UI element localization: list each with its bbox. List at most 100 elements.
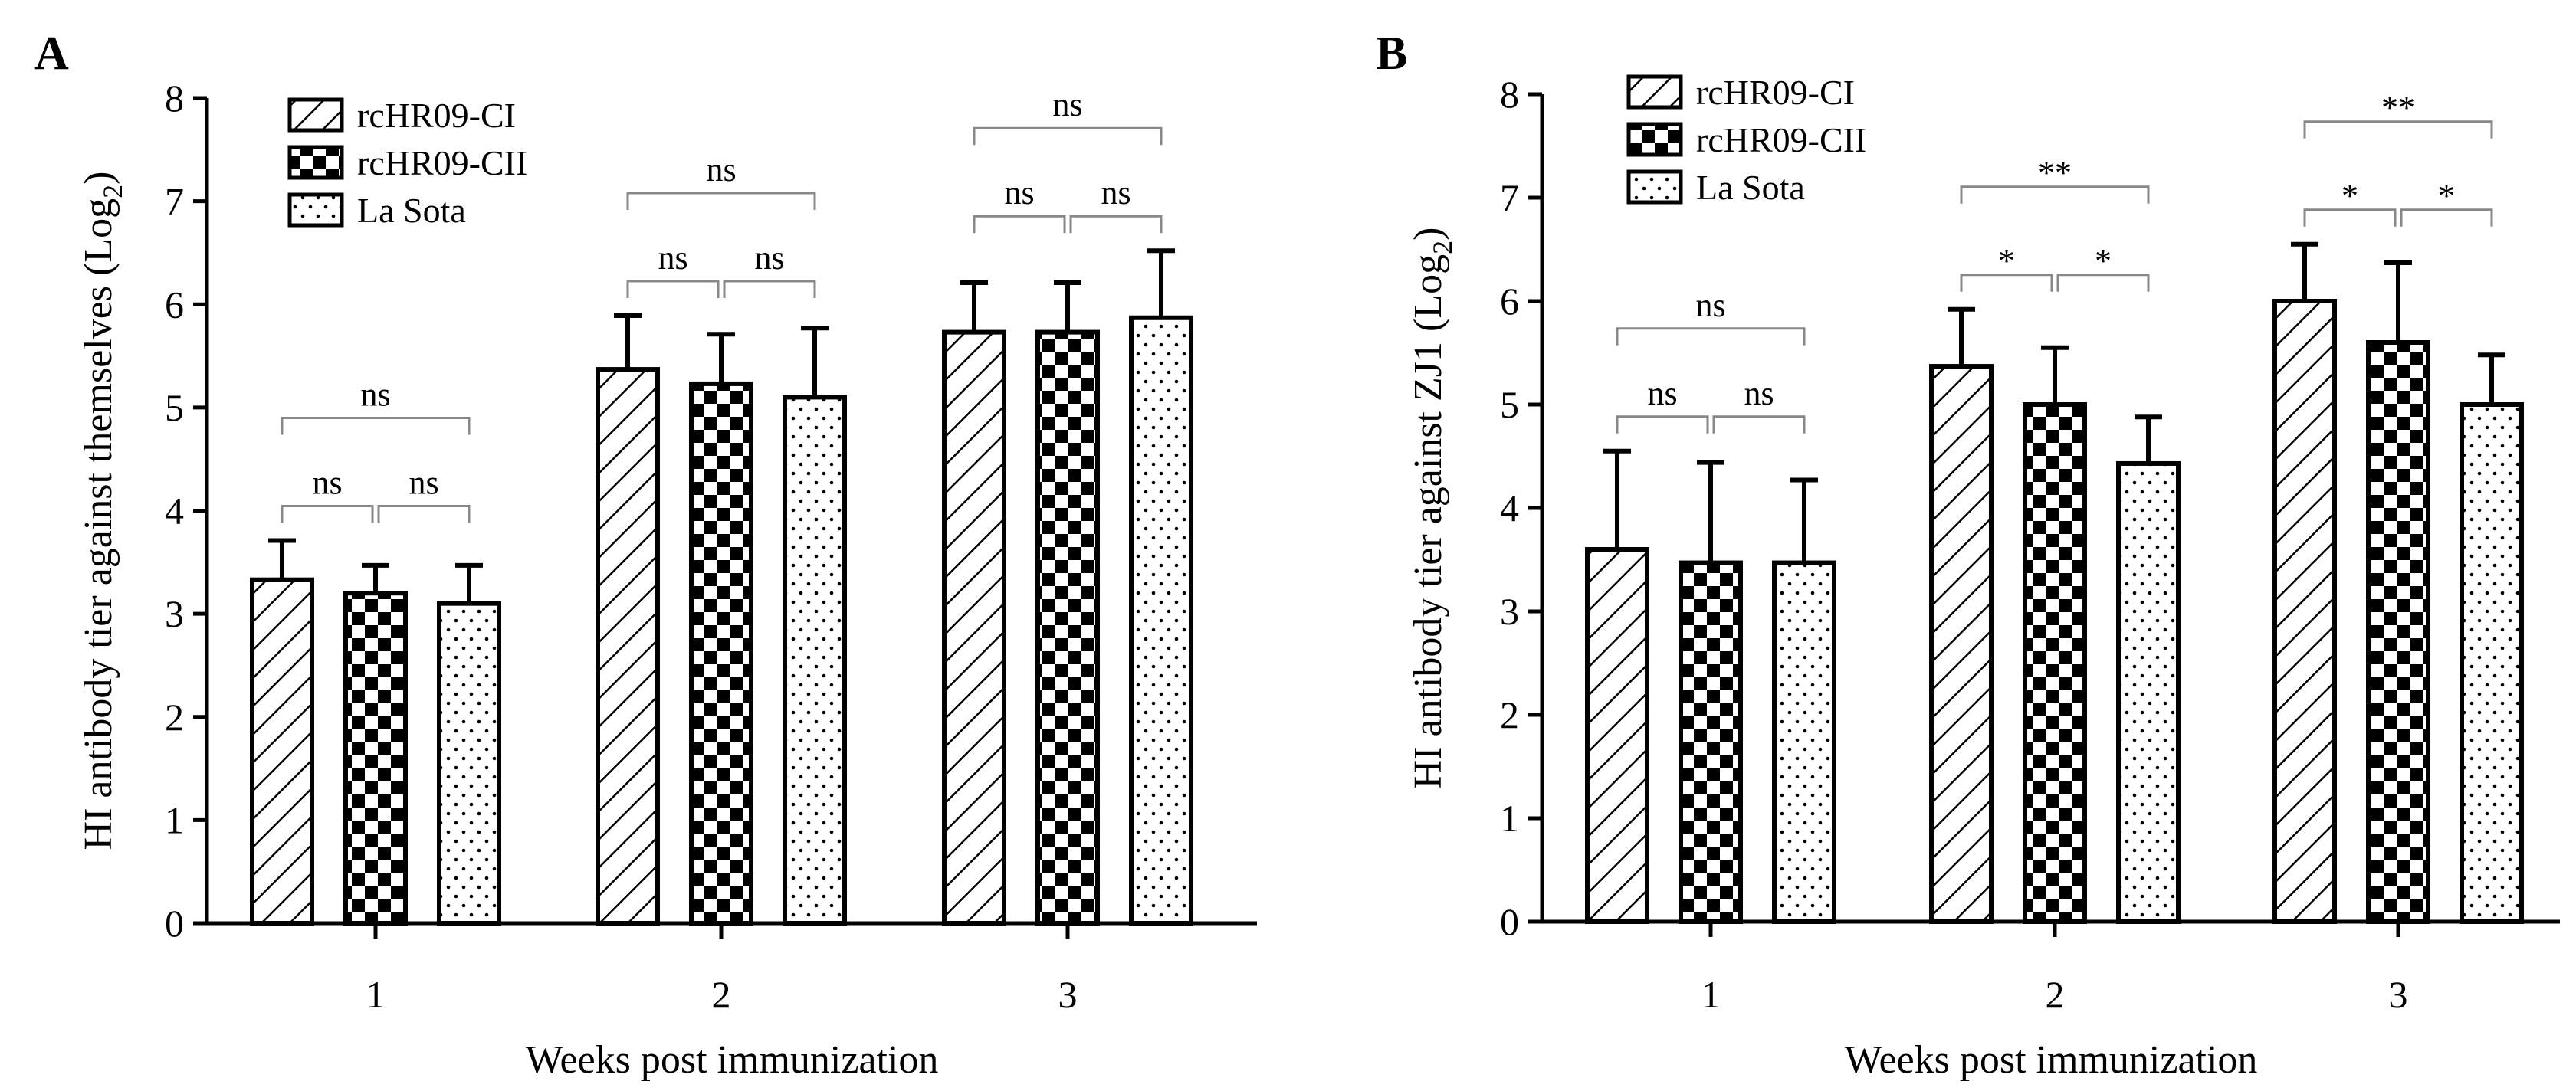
x-tick-label: 1 [1701, 973, 1721, 1016]
y-tick-label: 1 [165, 798, 184, 841]
y-axis-title-subscript: 2 [97, 185, 128, 198]
y-axis-title-subscript: 2 [1427, 241, 1458, 254]
y-axis-title: HI antibody tier against ZJ1 (Log2) [1406, 228, 1458, 789]
significance-label: ** [2381, 89, 2415, 126]
significance-bracket [626, 280, 720, 299]
y-tick-label: 6 [1500, 280, 1519, 323]
y-axis-title-main: HI antibody tier against ZJ1 (Log [1406, 254, 1450, 789]
bar-checker-week-3 [2366, 340, 2430, 924]
legend-label: rcHR09-CI [1696, 73, 1855, 112]
bar-hatch-week-2 [596, 367, 660, 926]
significance-label: ns [1647, 375, 1677, 412]
significance-bracket [626, 192, 816, 211]
significance-label: ns [658, 239, 687, 277]
y-axis-title-main: HI antibody tier against themselves (Log [77, 198, 120, 850]
bar-checker-week-2 [2023, 402, 2087, 924]
significance-label: * [2438, 177, 2455, 215]
legend-label: rcHR09-CI [357, 96, 516, 135]
legend-label: rcHR09-CII [357, 143, 527, 182]
significance-label: ** [2038, 154, 2072, 192]
y-tick-label: 0 [1500, 900, 1519, 943]
significance-label: ns [1101, 174, 1130, 211]
significance-label: ns [1744, 375, 1774, 412]
significance-bracket [1616, 415, 1709, 434]
bar-dots-week-3 [1129, 315, 1193, 926]
significance-bracket [281, 505, 374, 523]
significance-bracket [2303, 208, 2397, 227]
y-tick-label: 8 [1500, 73, 1519, 116]
bar-dots-week-3 [2460, 402, 2524, 924]
legend-label: La Sota [1696, 168, 1805, 207]
chart-panel-a: A 0 1 2 3 4 5 6 7 8 1 2 3 Weeks post immunization HI a… [34, 28, 1257, 1082]
bar-hatch-week-3 [942, 329, 1006, 926]
significance-bracket [1616, 327, 1806, 346]
bar-hatch-week-3 [2272, 299, 2337, 924]
significance-label: * [1998, 242, 2015, 280]
y-tick-label: 5 [165, 386, 184, 429]
bar-hatch-week-1 [1585, 547, 1649, 924]
y-tick-label: 6 [165, 283, 184, 326]
significance-label: ns [1004, 174, 1034, 211]
bar-hatch-week-1 [250, 577, 314, 926]
significance-label: ns [409, 464, 438, 502]
significance-bracket [2400, 208, 2493, 227]
bar-checker-week-3 [1035, 329, 1100, 926]
bar-checker-week-2 [689, 381, 753, 926]
y-tick-label: 1 [1500, 797, 1519, 840]
significance-label: ns [312, 464, 342, 502]
x-axis-title: Weeks post immunization [1845, 1038, 2258, 1082]
y-tick-label: 5 [1500, 383, 1519, 426]
legend-swatch-checker [1626, 122, 1683, 157]
legend-swatch-dots [1626, 169, 1683, 205]
x-tick-label: 1 [366, 973, 386, 1016]
y-tick-label: 0 [165, 902, 184, 945]
x-tick-label: 2 [712, 973, 731, 1016]
significance-bracket [973, 215, 1066, 234]
legend-label: La Sota [357, 191, 466, 230]
x-axis-title: Weeks post immunization [526, 1038, 939, 1082]
significance-label: ns [706, 151, 736, 188]
significance-bracket [1960, 185, 2150, 204]
x-tick-label: 2 [2046, 973, 2065, 1016]
y-tick-label: 2 [1500, 693, 1519, 736]
chart-panel-b: B 0 1 2 3 4 5 6 7 8 1 2 3 Weeks post immunization HI a… [1376, 28, 2560, 1082]
y-tick-label: 7 [1500, 176, 1519, 219]
significance-bracket [2303, 120, 2493, 139]
y-tick-label: 4 [1500, 487, 1519, 529]
x-tick-label: 3 [2389, 973, 2408, 1016]
legend-label: rcHR09-CII [1696, 120, 1866, 159]
y-axis-title-end: ) [1406, 228, 1450, 241]
significance-label: ns [1695, 287, 1725, 324]
significance-label: ns [754, 239, 784, 277]
significance-label: ns [360, 376, 390, 414]
significance-bracket [1712, 415, 1806, 434]
significance-bracket [723, 280, 816, 299]
panel-letter-a: A [34, 28, 69, 80]
legend-swatch-hatch [287, 97, 344, 133]
bar-checker-week-1 [1679, 560, 1743, 924]
bar-dots-week-1 [437, 601, 501, 926]
bar-dots-week-1 [1772, 560, 1836, 924]
significance-bracket [2056, 274, 2150, 292]
y-tick-label: 4 [165, 490, 184, 532]
legend-swatch-dots [287, 192, 344, 228]
significance-label: * [2341, 177, 2358, 215]
significance-label: ns [1052, 86, 1082, 123]
significance-bracket [1960, 274, 2053, 292]
y-tick-label: 7 [165, 180, 184, 223]
y-tick-label: 3 [1500, 590, 1519, 633]
y-axis-title: HI antibody tier against themselves (Log… [77, 172, 128, 850]
significance-bracket [1069, 215, 1163, 234]
legend-swatch-hatch [1626, 74, 1683, 110]
bar-hatch-week-2 [1929, 364, 1994, 924]
significance-bracket [281, 417, 471, 435]
bar-checker-week-1 [343, 591, 408, 926]
significance-bracket [973, 126, 1163, 146]
y-axis-title-end: ) [77, 172, 120, 185]
y-tick-label: 3 [165, 592, 184, 635]
bar-dots-week-2 [783, 395, 847, 926]
significance-label: * [2095, 242, 2112, 280]
y-tick-label: 2 [165, 696, 184, 739]
bar-dots-week-2 [2116, 460, 2181, 924]
